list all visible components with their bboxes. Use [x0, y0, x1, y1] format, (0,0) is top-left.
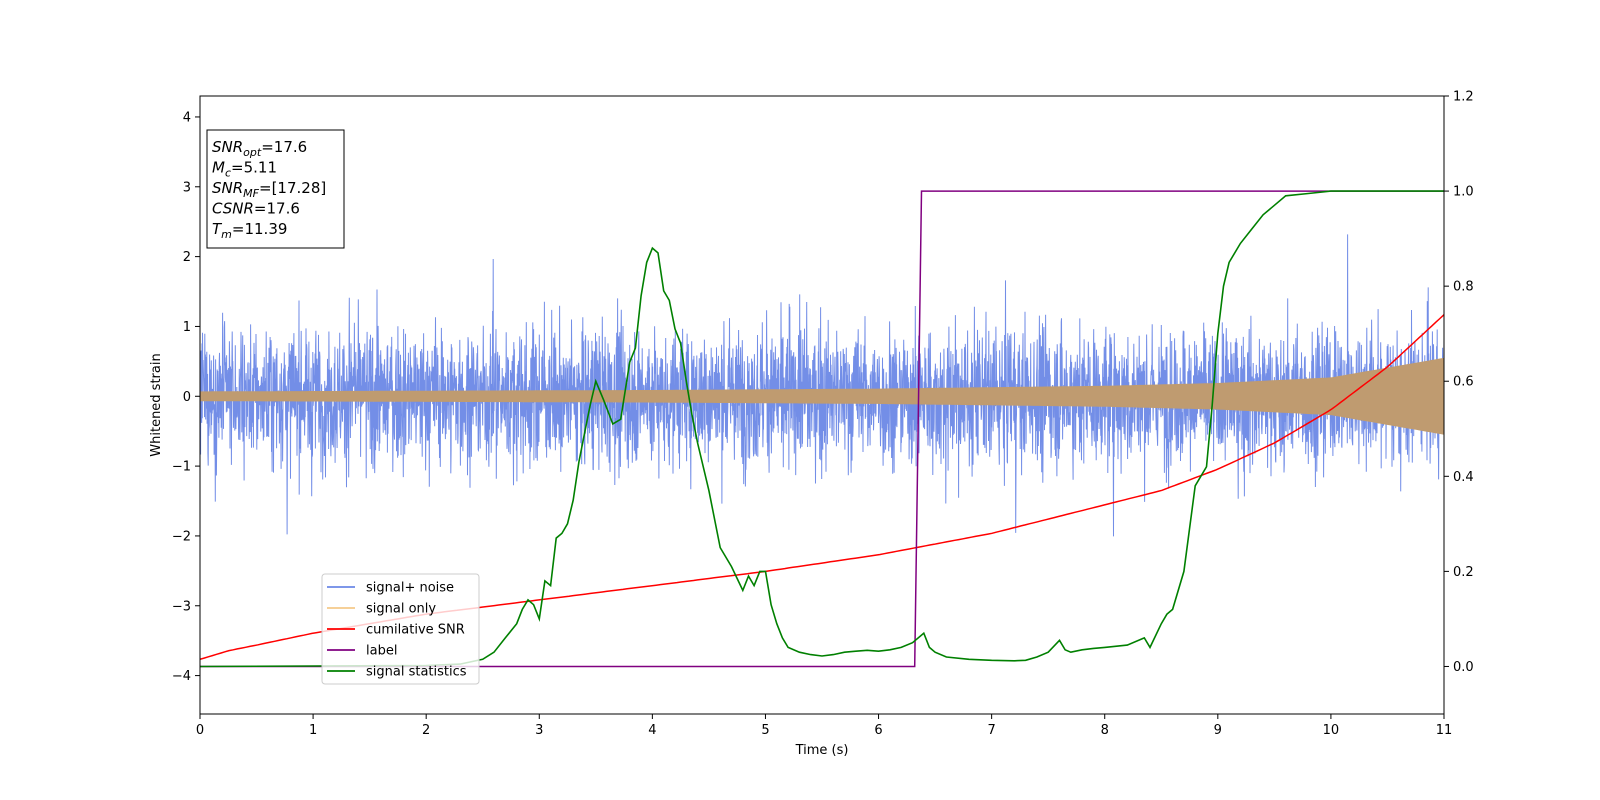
x-tick-label: 0 [196, 723, 204, 738]
y-right-tick-label: 0.6 [1453, 375, 1474, 390]
info-box: SNRopt=17.6Mc=5.11SNRMF=[17.28]CSNR=17.6… [206, 129, 345, 249]
series-signal-only [200, 357, 1444, 435]
y-left-tick-label: −3 [172, 599, 191, 614]
x-axis-label: Time (s) [795, 743, 849, 758]
y-left-tick-label: 3 [183, 180, 191, 195]
signal-only-envelope [200, 357, 1444, 435]
y-left-tick-label: −1 [172, 460, 191, 475]
x-tick-label: 3 [535, 723, 543, 738]
signal-statistics-line [200, 190, 1444, 668]
y-axis-label: Whitened strain [149, 353, 164, 456]
legend-entry-label: signal only [366, 602, 436, 617]
x-tick-label: 2 [422, 723, 430, 738]
x-tick-label: 5 [761, 723, 769, 738]
legend: signal+ noise signal only cumilative SNR la… [321, 573, 480, 685]
y-right-tick-label: 0.8 [1453, 280, 1474, 295]
x-tick-label: 10 [1323, 723, 1340, 738]
label-line [200, 190, 1444, 668]
x-tick-label: 4 [648, 723, 656, 738]
info-line: SNRMF=[17.28] [212, 179, 326, 200]
x-tick-label: 8 [1101, 723, 1109, 738]
legend-entry-label: cumilative SNR [366, 623, 465, 638]
info-box-frame [206, 129, 345, 249]
x-tick-label: 11 [1436, 723, 1453, 738]
x-tick-label: 9 [1214, 723, 1222, 738]
y-left-tick-label: −4 [172, 669, 191, 684]
y-right-tick-label: 0.0 [1453, 660, 1474, 675]
info-line: Mc=5.11 [212, 159, 277, 180]
plot-frame [199, 95, 1445, 715]
x-axis: 0 1 2 3 4 5 6 7 8 9 10 11 [196, 714, 1452, 738]
y-left-tick-label: 1 [183, 320, 191, 335]
x-tick-label: 7 [987, 723, 995, 738]
info-line: CSNR=17.6 [212, 200, 300, 218]
y-right-tick-label: 0.2 [1453, 565, 1474, 580]
legend-entry-label: label [366, 644, 397, 659]
info-line: SNRopt=17.6 [212, 138, 307, 159]
y-axis-right: 1.2 1.0 0.8 0.6 0.4 0.2 0.0 [1444, 90, 1474, 675]
y-right-tick-label: 1.0 [1453, 185, 1474, 200]
y-right-tick-label: 0.4 [1453, 470, 1474, 485]
y-axis-left: 4 3 2 1 0 −1 −2 −3 −4 [172, 110, 200, 684]
y-left-tick-label: −2 [172, 529, 191, 544]
info-line: Tm=11.39 [212, 220, 287, 241]
legend-frame [321, 573, 480, 685]
x-tick-label: 6 [874, 723, 882, 738]
x-tick-label: 1 [309, 723, 317, 738]
y-left-tick-label: 0 [183, 390, 191, 405]
legend-entry-label: signal statistics [366, 665, 467, 680]
y-left-tick-label: 2 [183, 250, 191, 265]
y-right-tick-label: 1.2 [1453, 90, 1474, 105]
y-left-tick-label: 4 [183, 110, 191, 125]
legend-entry-label: signal+ noise [366, 581, 454, 596]
